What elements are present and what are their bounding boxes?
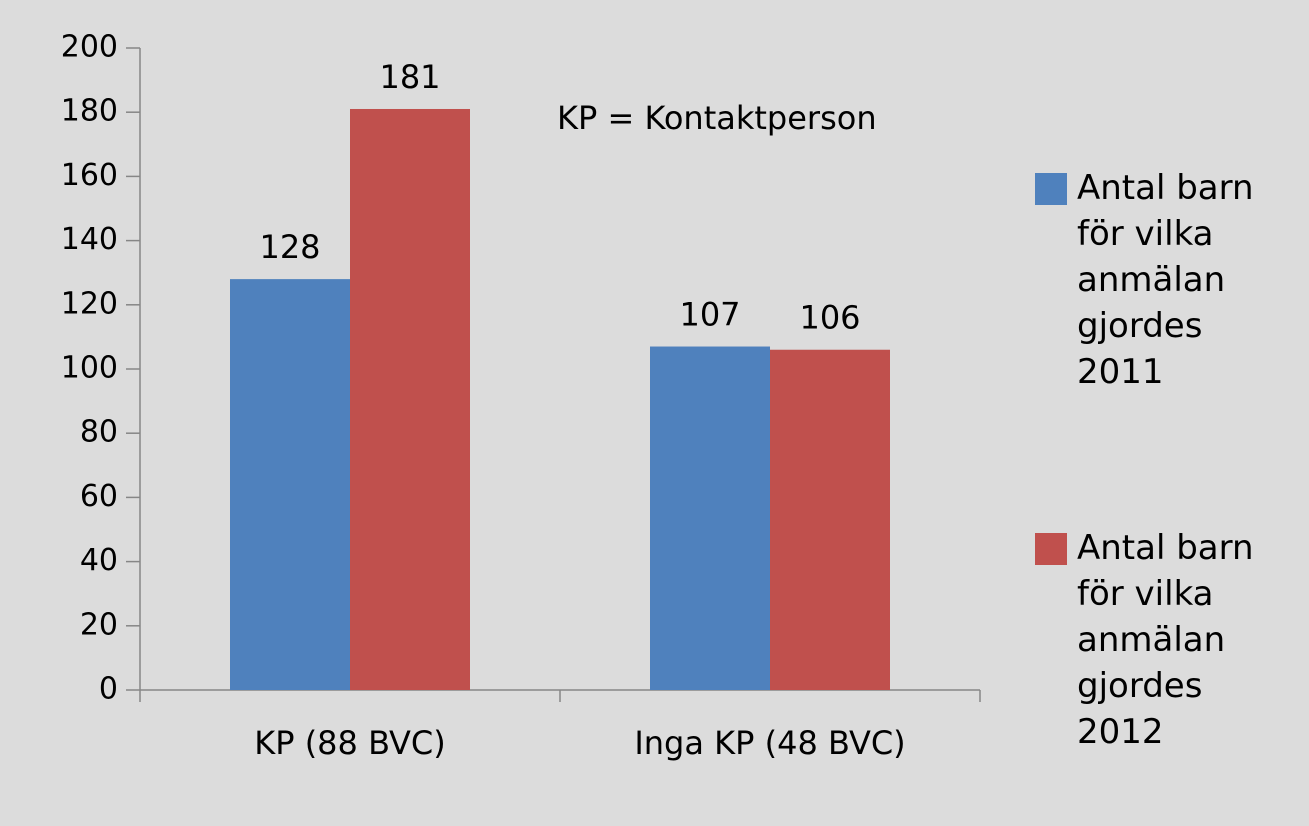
legend-swatch (1035, 533, 1067, 565)
y-tick-label: 0 (99, 672, 118, 707)
y-tick-label: 40 (80, 543, 118, 578)
x-tick-label: KP (88 BVC) (254, 724, 446, 762)
data-label: 106 (799, 299, 860, 337)
y-tick-label: 160 (61, 158, 118, 193)
annotation: KP = Kontaktperson (557, 99, 877, 137)
legend-item: Antal barn för vilka anmälan gjordes 201… (1035, 525, 1295, 755)
y-tick-label: 120 (61, 286, 118, 321)
bar (770, 349, 890, 690)
y-tick-label: 180 (61, 94, 118, 129)
y-tick-label: 20 (80, 607, 118, 642)
y-tick-label: 80 (80, 415, 118, 450)
bar (650, 346, 770, 690)
y-tick-label: 100 (61, 351, 118, 386)
data-label: 128 (259, 228, 320, 266)
data-label: 181 (379, 58, 440, 96)
legend-label: Antal barn för vilka anmälan gjordes 201… (1077, 528, 1254, 752)
y-tick-label: 140 (61, 222, 118, 257)
x-tick-label: Inga KP (48 BVC) (634, 724, 905, 762)
data-label: 107 (679, 296, 740, 334)
y-tick-label: 200 (61, 30, 118, 65)
legend-label: Antal barn för vilka anmälan gjordes 201… (1077, 168, 1254, 392)
legend-item: Antal barn för vilka anmälan gjordes 201… (1035, 165, 1295, 395)
y-tick-label: 60 (80, 479, 118, 514)
bar (230, 279, 350, 690)
bar (350, 108, 470, 691)
legend-swatch (1035, 173, 1067, 205)
